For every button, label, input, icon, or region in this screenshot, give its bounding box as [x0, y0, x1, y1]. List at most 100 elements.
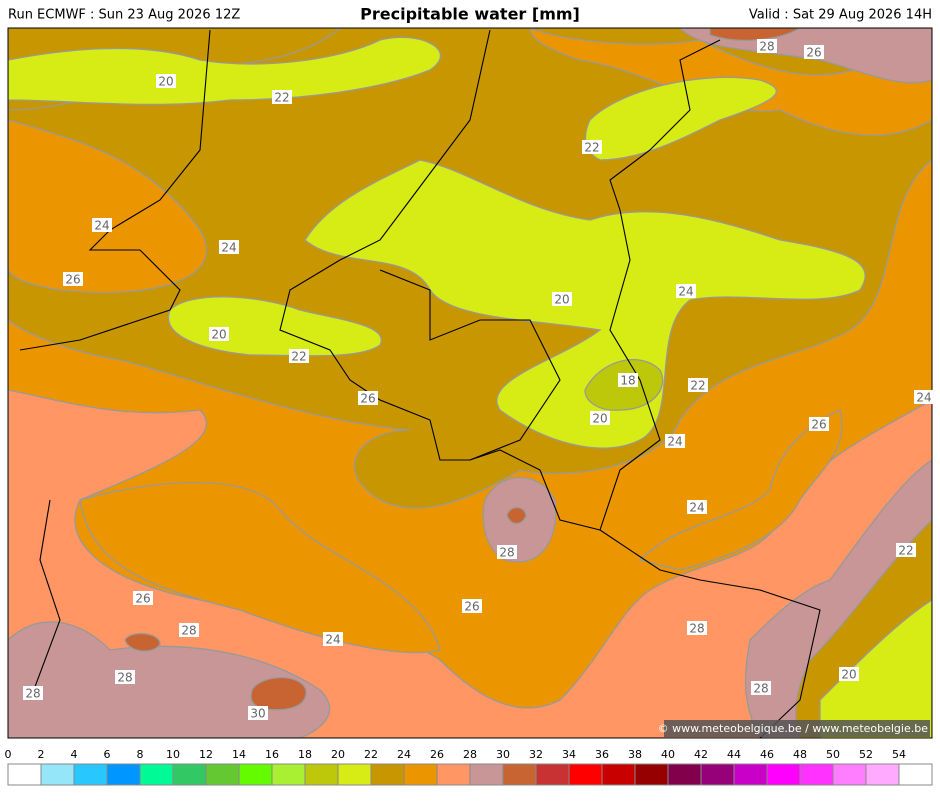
- contour-label-bg: [688, 378, 708, 392]
- contour-label-bg: [618, 373, 638, 387]
- colorbar-box: [271, 763, 306, 786]
- contour-label: 28: [759, 40, 774, 54]
- contour-label-bg: [757, 39, 777, 53]
- colorbar-box: [469, 763, 504, 786]
- contour-label-bg: [676, 284, 696, 298]
- colorbar-box: [601, 763, 636, 786]
- colorbar-tick-label: 20: [331, 748, 345, 761]
- contour-label-bg: [839, 667, 859, 681]
- contour-label: 24: [325, 633, 340, 647]
- colorbar-box: [40, 763, 75, 786]
- contour-label-bg: [115, 670, 135, 684]
- contour-label: 20: [211, 328, 226, 342]
- contour-label-bg: [462, 599, 482, 613]
- colorbar-box: [73, 763, 108, 786]
- colorbar-box: [700, 763, 735, 786]
- colorbar-tick-label: 8: [137, 748, 144, 761]
- contour-label-bg: [687, 621, 707, 635]
- contour-label: 22: [690, 379, 705, 393]
- colorbar-tick-label: 16: [265, 748, 279, 761]
- colorbar: 0 2 4 6 8 10 12 14 16 18 20 22 24 26 28 30 32 34 36 38 40 42 4…: [5, 748, 933, 786]
- colorbar-box: [502, 763, 537, 786]
- contour-label-bg: [358, 391, 378, 405]
- colorbar-box: [568, 763, 603, 786]
- colorbar-tick-label: 30: [496, 748, 510, 761]
- colorbar-box: [898, 763, 933, 786]
- contour-label: 28: [753, 682, 768, 696]
- contour-label-bg: [497, 545, 517, 559]
- colorbar-box: [139, 763, 174, 786]
- contour-label: 28: [25, 687, 40, 701]
- contour-label-bg: [133, 591, 153, 605]
- contour-label-bg: [156, 74, 176, 88]
- colorbar-box: [304, 763, 339, 786]
- colorbar-tick-label: 44: [727, 748, 741, 761]
- colorbar-tick-label: 26: [430, 748, 444, 761]
- contour-label-bg: [665, 434, 685, 448]
- colorbar-box: [799, 763, 834, 786]
- contour-label-bg: [248, 706, 268, 720]
- contour-label-bg: [92, 218, 112, 232]
- contour-label-bg: [209, 327, 229, 341]
- contour-label: 26: [360, 392, 375, 406]
- colorbar-box: [238, 763, 273, 786]
- contour-label: 30: [250, 707, 265, 721]
- contour-label: 24: [94, 219, 109, 233]
- contour-label: 24: [916, 391, 931, 405]
- colorbar-tick-label: 10: [166, 748, 180, 761]
- contour-label-bg: [552, 292, 572, 306]
- contour-label-bg: [582, 140, 602, 154]
- colorbar-tick-label: 14: [232, 748, 246, 761]
- contour-label: 22: [898, 544, 913, 558]
- contour-label-bg: [63, 272, 83, 286]
- contour-label-bg: [179, 623, 199, 637]
- contour-label-bg: [323, 632, 343, 646]
- map-title: Precipitable water [mm]: [360, 5, 580, 24]
- colorbar-box: [205, 763, 240, 786]
- contour-label: 28: [499, 546, 514, 560]
- contour-label: 28: [181, 624, 196, 638]
- colorbar-tick-label: 46: [760, 748, 774, 761]
- colorbar-tick-label: 6: [104, 748, 111, 761]
- contour-label-bg: [896, 543, 916, 557]
- contour-label-bg: [751, 681, 771, 695]
- colorbar-box: [535, 763, 570, 786]
- colorbar-tick-label: 22: [364, 748, 378, 761]
- contour-label-bg: [272, 90, 292, 104]
- colorbar-box: [832, 763, 867, 786]
- contour-label: 22: [274, 91, 289, 105]
- colorbar-box: [337, 763, 372, 786]
- contour-label: 24: [221, 241, 236, 255]
- contour-label: 26: [65, 273, 80, 287]
- contour-label-bg: [590, 411, 610, 425]
- colorbar-tick-label: 4: [71, 748, 78, 761]
- colorbar-tick-label: 18: [298, 748, 312, 761]
- contour-label-bg: [687, 500, 707, 514]
- colorbar-tick-label: 54: [892, 748, 906, 761]
- colorbar-box: [370, 763, 405, 786]
- colorbar-box: [172, 763, 207, 786]
- colorbar-tick-label: 12: [199, 748, 213, 761]
- contour-label: 20: [841, 668, 856, 682]
- contour-label-bg: [914, 390, 934, 404]
- copyright: © www.meteobelgique.be / www.meteobelgie…: [658, 722, 929, 735]
- contour-label: 26: [135, 592, 150, 606]
- colorbar-tick-label: 2: [38, 748, 45, 761]
- contour-label-bg: [804, 45, 824, 59]
- colorbar-box: [7, 763, 42, 786]
- contour-label: 22: [291, 350, 306, 364]
- contour-label: 26: [811, 418, 826, 432]
- colorbar-box: [634, 763, 669, 786]
- contour-label: 28: [689, 622, 704, 636]
- contour-label-bg: [289, 349, 309, 363]
- colorbar-tick-label: 42: [694, 748, 708, 761]
- contour-label-bg: [219, 240, 239, 254]
- contour-label: 28: [117, 671, 132, 685]
- contour-label-bg: [809, 417, 829, 431]
- contour-label: 20: [158, 75, 173, 89]
- contour-label: 26: [464, 600, 479, 614]
- contour-label: 18: [620, 374, 635, 388]
- contour-label: 24: [689, 501, 704, 515]
- colorbar-tick-label: 32: [529, 748, 543, 761]
